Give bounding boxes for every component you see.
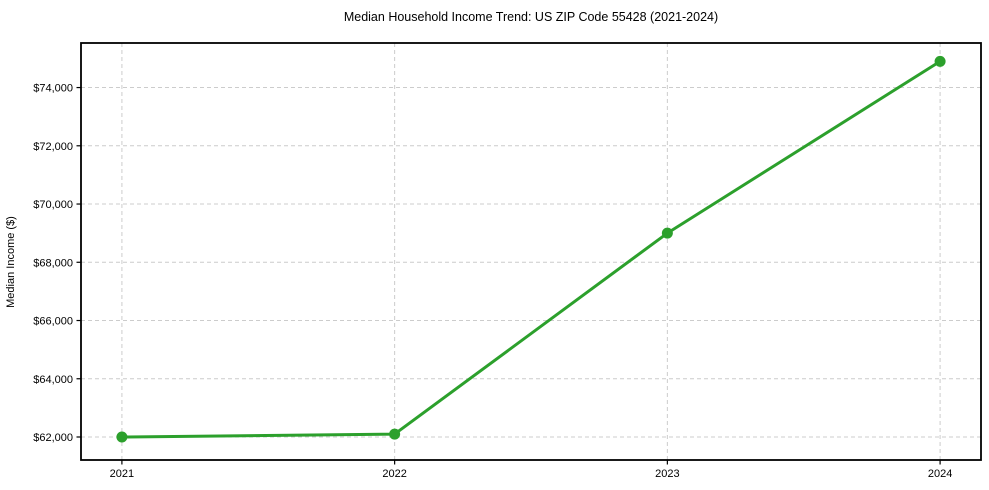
chart-title: Median Household Income Trend: US ZIP Co… [344,10,718,24]
income-trend-line [120,59,942,439]
series-layer [116,55,946,443]
y-tick-label: $72,000 [33,141,73,153]
plot-border [80,42,982,461]
x-tick-label: 2022 [382,468,406,480]
data-point-marker [116,431,128,443]
y-axis-label: Median Income ($) [5,216,17,308]
y-tick-label: $66,000 [33,316,73,328]
x-tick-label: 2023 [655,468,679,480]
y-tick-label: $74,000 [33,83,73,95]
y-tick-label: $70,000 [33,199,73,211]
grid-layer [81,43,981,460]
y-tick-label: $68,000 [33,257,73,269]
x-tick-label: 2021 [110,468,134,480]
x-tick-label: 2024 [928,468,952,480]
data-point-marker [661,227,673,239]
y-tick-label: $64,000 [33,374,73,386]
y-tick-label: $62,000 [33,432,73,444]
data-point-marker [389,428,401,440]
axis-layer: $62,000 $64,000 $66,000 $68,000 $70,000 $72,0… [33,42,982,480]
data-point-marker [934,55,946,67]
